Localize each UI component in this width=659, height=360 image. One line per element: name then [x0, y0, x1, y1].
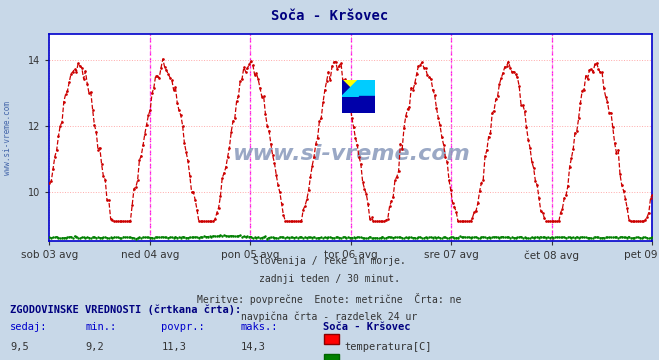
Polygon shape — [342, 80, 358, 96]
Text: Soča - Kršovec: Soča - Kršovec — [323, 322, 411, 332]
Text: maks.:: maks.: — [241, 322, 278, 332]
Text: min.:: min.: — [86, 322, 117, 332]
Text: 9,5: 9,5 — [10, 342, 28, 352]
Text: 9,2: 9,2 — [86, 342, 104, 352]
Text: Slovenija / reke in morje.: Slovenija / reke in morje. — [253, 256, 406, 266]
Bar — [358, 80, 375, 96]
Text: Meritve: povprečne  Enote: metrične  Črta: ne: Meritve: povprečne Enote: metrične Črta:… — [197, 293, 462, 305]
Text: www.si-vreme.com: www.si-vreme.com — [232, 144, 470, 164]
Bar — [342, 80, 358, 96]
Text: ZGODOVINSKE VREDNOSTI (črtkana črta):: ZGODOVINSKE VREDNOSTI (črtkana črta): — [10, 305, 241, 315]
Text: sedaj:: sedaj: — [10, 322, 47, 332]
Polygon shape — [342, 80, 358, 96]
Text: povpr.:: povpr.: — [161, 322, 205, 332]
Text: 11,3: 11,3 — [161, 342, 186, 352]
Text: www.si-vreme.com: www.si-vreme.com — [3, 101, 13, 175]
Text: 14,3: 14,3 — [241, 342, 266, 352]
Bar — [342, 96, 375, 113]
Text: zadnji teden / 30 minut.: zadnji teden / 30 minut. — [259, 274, 400, 284]
Text: temperatura[C]: temperatura[C] — [344, 342, 432, 352]
Text: navpična črta - razdelek 24 ur: navpična črta - razdelek 24 ur — [241, 312, 418, 322]
Text: Soča - Kršovec: Soča - Kršovec — [271, 9, 388, 23]
